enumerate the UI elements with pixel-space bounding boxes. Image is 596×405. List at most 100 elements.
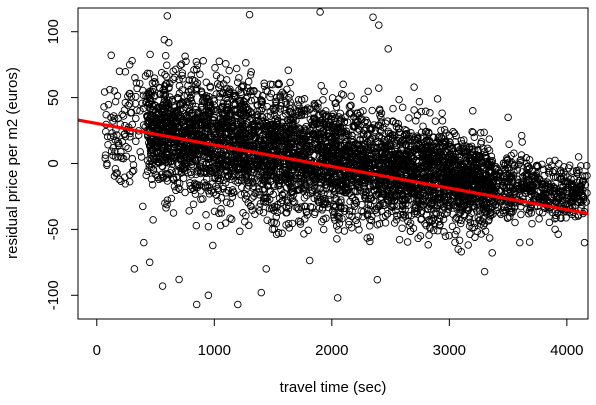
data-point (100, 103, 108, 111)
data-point (148, 87, 157, 96)
data-point (354, 212, 362, 220)
data-point (286, 90, 295, 98)
data-point (326, 176, 335, 185)
data-point (419, 154, 428, 162)
data-point (156, 112, 164, 121)
data-point (148, 180, 157, 189)
data-point (286, 108, 295, 116)
data-point (335, 215, 343, 223)
data-point (182, 154, 190, 162)
data-point (485, 234, 494, 242)
data-point (381, 143, 389, 152)
data-point (320, 87, 328, 96)
data-point (381, 211, 390, 220)
data-point (405, 132, 413, 140)
data-point (198, 106, 206, 114)
data-point (217, 125, 225, 134)
data-point (265, 195, 274, 204)
data-point (458, 144, 466, 153)
data-point (341, 113, 349, 122)
data-point (124, 92, 132, 100)
data-point (339, 80, 347, 89)
data-point (243, 84, 252, 92)
data-point (457, 219, 465, 228)
data-point (516, 156, 524, 165)
data-point (377, 109, 386, 118)
data-point (412, 148, 421, 157)
data-point (298, 136, 307, 144)
data-point (341, 183, 349, 192)
data-point (278, 136, 286, 144)
data-point (360, 163, 368, 172)
data-point (274, 138, 282, 146)
data-point (163, 61, 171, 69)
data-point (183, 142, 191, 150)
data-point (469, 128, 477, 137)
data-point (176, 100, 185, 109)
data-point (372, 148, 381, 157)
data-point (387, 160, 396, 169)
data-point (315, 204, 324, 212)
data-point (120, 106, 129, 114)
data-point (403, 162, 411, 171)
data-point (137, 153, 146, 161)
data-point (255, 188, 263, 196)
data-point (325, 132, 334, 141)
data-point (175, 82, 184, 90)
data-point (476, 171, 485, 179)
data-point (161, 51, 170, 60)
data-point (569, 167, 577, 175)
data-point (421, 219, 429, 228)
data-point (128, 167, 137, 176)
data-point (157, 174, 165, 182)
data-point (345, 220, 353, 229)
data-point (367, 216, 376, 225)
data-point (145, 100, 153, 108)
data-point (444, 205, 452, 213)
data-point (160, 82, 169, 90)
data-point (122, 142, 130, 151)
data-point (340, 207, 349, 215)
data-point (245, 182, 253, 190)
data-point (143, 156, 152, 165)
data-point (146, 50, 154, 59)
data-point (451, 230, 459, 239)
data-point (508, 159, 516, 167)
data-point (423, 139, 432, 147)
data-point (167, 194, 176, 203)
data-point (321, 199, 330, 208)
data-point (414, 133, 422, 142)
data-point (535, 215, 543, 223)
data-point (147, 146, 156, 155)
data-point (478, 171, 487, 179)
data-point (513, 181, 522, 190)
data-point (293, 186, 301, 194)
data-point (341, 138, 350, 146)
data-point (410, 167, 419, 176)
data-point (348, 212, 356, 221)
data-point (261, 194, 270, 203)
data-point (235, 86, 243, 94)
data-point (240, 176, 248, 184)
data-point (268, 225, 277, 233)
data-point (319, 110, 328, 119)
data-point (162, 204, 170, 212)
data-point (196, 70, 204, 78)
data-point (551, 173, 560, 182)
data-point (368, 134, 376, 142)
data-point (414, 234, 422, 243)
data-point (154, 149, 163, 157)
data-point (145, 69, 154, 78)
data-point (328, 94, 337, 102)
data-point (163, 200, 171, 209)
data-point (571, 212, 579, 221)
data-point (453, 202, 462, 211)
data-point (258, 92, 267, 100)
data-point (398, 202, 407, 210)
data-point (562, 214, 570, 222)
data-point (244, 199, 252, 207)
data-point (306, 189, 315, 197)
data-point (544, 164, 553, 173)
data-point (358, 200, 366, 209)
data-point (202, 175, 211, 183)
